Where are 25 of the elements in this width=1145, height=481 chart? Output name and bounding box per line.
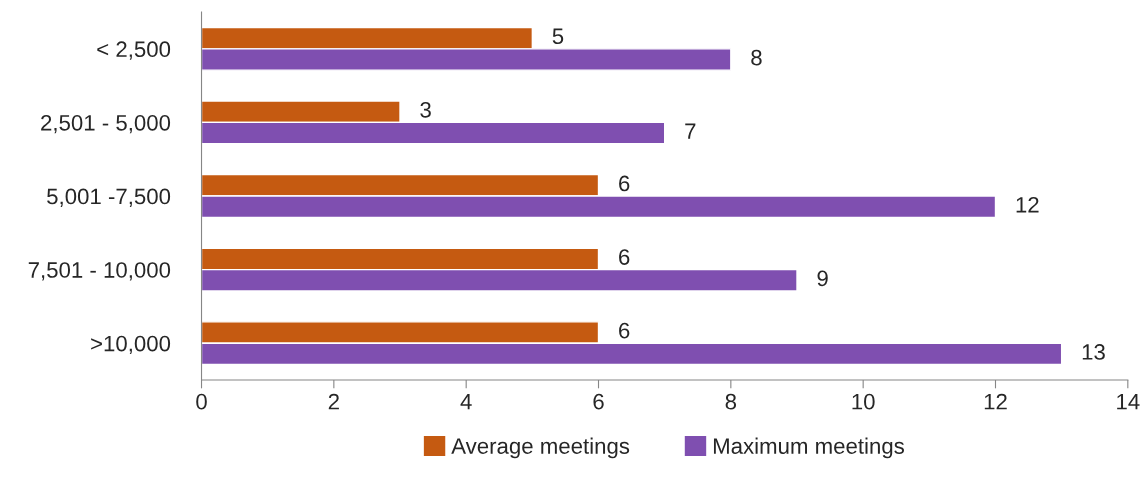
data-label: 12 bbox=[1016, 196, 1039, 213]
data-label: 6 bbox=[619, 175, 630, 192]
x-tick-label: 2 bbox=[328, 393, 339, 410]
data-label: 8 bbox=[751, 49, 762, 66]
x-tick-label: 0 bbox=[196, 393, 207, 410]
y-tick-label: 7,501 - 10,000 bbox=[28, 262, 171, 281]
y-tick-label: >10,000 bbox=[91, 335, 171, 355]
x-tick-label: 10 bbox=[852, 393, 875, 410]
y-tick-label: 5,001 -7,500 bbox=[47, 188, 171, 207]
x-tick-label: 8 bbox=[725, 393, 737, 410]
data-label: 13 bbox=[1082, 344, 1105, 360]
data-label: 5 bbox=[552, 28, 564, 45]
data-label: 7 bbox=[685, 123, 696, 139]
legend-label: Maximum meetings bbox=[713, 437, 904, 459]
x-tick-label: 6 bbox=[593, 393, 604, 410]
x-tick-label: 14 bbox=[1117, 394, 1140, 410]
y-tick-label: 2,501 - 5,000 bbox=[41, 114, 171, 134]
data-label: 6 bbox=[619, 322, 630, 339]
data-label: 9 bbox=[817, 270, 828, 287]
x-tick-label: 12 bbox=[984, 393, 1007, 410]
x-tick-label: 4 bbox=[460, 394, 472, 410]
data-label: 3 bbox=[420, 101, 431, 118]
legend-label: Average meetings bbox=[451, 437, 630, 459]
y-tick-label: < 2,500 bbox=[97, 41, 171, 60]
data-label: 6 bbox=[619, 249, 630, 265]
